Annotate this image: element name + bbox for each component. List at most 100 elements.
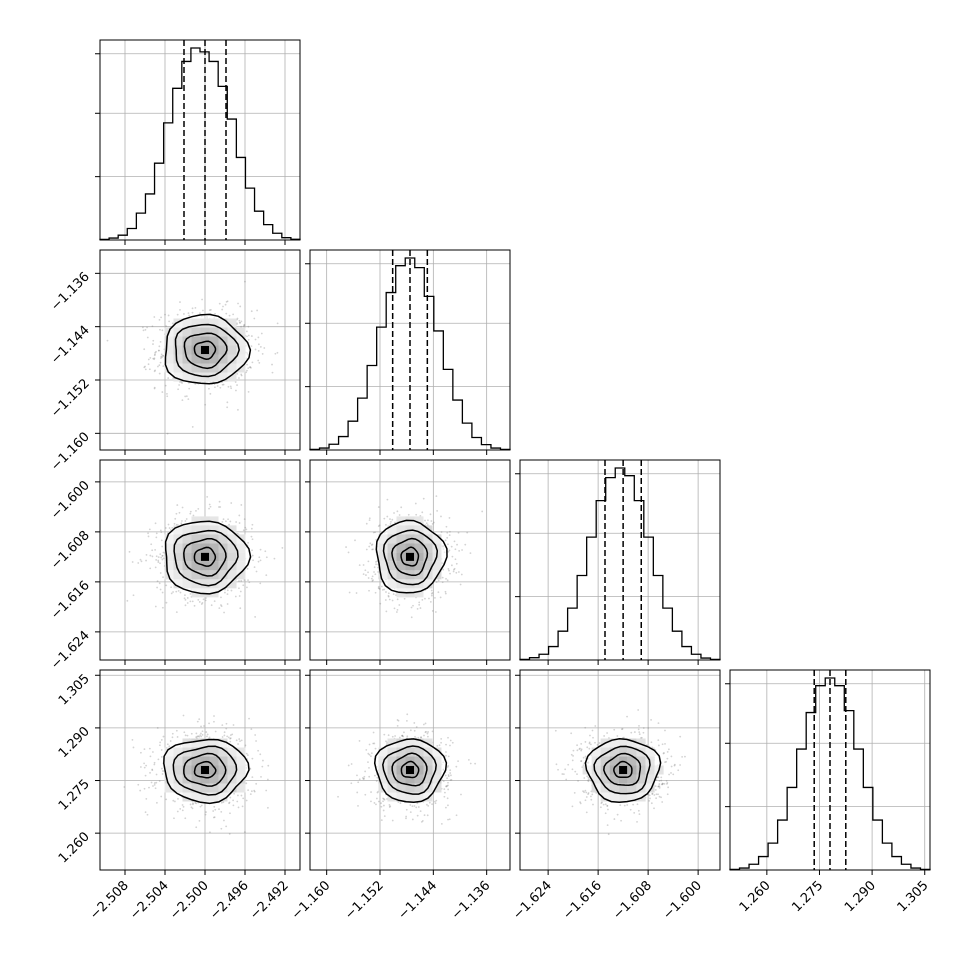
scatter-point [158,364,161,367]
histogram-step [519,467,721,661]
scatter-point [265,556,268,559]
scatter-point [204,403,207,406]
scatter-point [187,312,190,315]
scatter-point [229,740,232,743]
ytick-label-3: −1.136 [48,270,93,315]
scatter-point [177,388,180,391]
scatter-point [158,744,161,747]
scatter-point [337,795,339,798]
scatter-point [567,763,570,766]
scatter-point [240,504,243,506]
scatter-point [400,506,403,509]
scatter-point [236,372,239,375]
scatter-point [378,524,381,527]
scatter-point [251,549,253,552]
scatter-point [238,738,241,740]
scatter-point [374,573,377,576]
scatter-point [380,585,383,588]
scatter-point [190,732,193,735]
scatter-point [368,517,371,520]
scatter-point [179,308,181,311]
scatter-point [161,591,164,594]
scatter-point [369,542,372,545]
scatter-point [238,522,241,524]
scatter-point [195,732,198,735]
scatter-point [184,817,187,820]
scatter-point [246,586,248,589]
scatter-point [166,392,168,395]
scatter-point [159,741,162,744]
scatter-point [226,406,229,409]
scatter-point [188,387,191,390]
scatter-point [230,387,233,390]
scatter-point [184,598,187,601]
scatter-point [157,758,160,761]
scatter-point [447,568,450,570]
scatter-point [213,715,215,717]
scatter-point [434,596,436,599]
scatter-point [198,718,201,721]
scatter-point [405,817,407,820]
scatter-point [156,586,158,589]
scatter-point [182,714,185,717]
scatter-point [201,730,204,733]
scatter-point [447,755,450,758]
scatter-point [430,520,433,522]
scatter-point [198,819,201,822]
scatter-point [377,506,380,508]
scatter-point [167,377,170,379]
scatter-point [192,514,195,517]
scatter-point [229,520,232,523]
scatter-point [148,528,151,531]
scatter-point [389,805,392,808]
scatter-point [449,772,452,774]
scatter-point [240,794,243,797]
scatter-point [214,808,217,811]
scatter-point [436,744,439,747]
scatter-point [449,572,451,575]
scatter-point [145,764,148,767]
scatter-point [219,386,222,389]
scatter-point [413,805,416,807]
scatter-point [362,573,365,576]
scatter-point [428,801,431,804]
scatter-point [143,787,146,790]
scatter-point [364,569,367,572]
scatter-point [416,814,419,817]
scatter-point [356,791,359,794]
scatter-point [152,357,155,360]
scatter-point [251,776,254,779]
scatter-point [225,722,228,725]
scatter-point [208,387,210,390]
scatter-point [202,309,204,312]
scatter-point [397,719,400,722]
scatter-point [409,811,412,814]
scatter-point [182,805,185,808]
scatter-point [427,804,430,807]
scatter-point [391,819,394,822]
scatter-point [171,322,174,325]
scatter-point [225,300,228,303]
scatter-point [188,314,190,317]
scatter-point [153,386,156,389]
scatter-point [382,809,385,812]
scatter-point [368,766,370,769]
scatter-point [229,796,232,799]
scatter-point [162,354,165,357]
scatter-point [378,587,381,590]
scatter-point [393,512,395,514]
scatter-point [440,737,443,740]
scatter-point [447,818,449,821]
scatter-point [411,818,414,821]
scatter-point [447,788,450,791]
ytick-label-1: 1.275 [56,777,93,814]
scatter-point [244,526,247,529]
density-peak [406,766,414,774]
scatter-point [372,731,375,734]
scatter-point [229,812,231,815]
scatter-point [225,825,228,828]
scatter-point [256,309,259,312]
scatter-point [153,316,156,318]
scatter-point [373,571,375,573]
scatter-point [162,551,165,554]
